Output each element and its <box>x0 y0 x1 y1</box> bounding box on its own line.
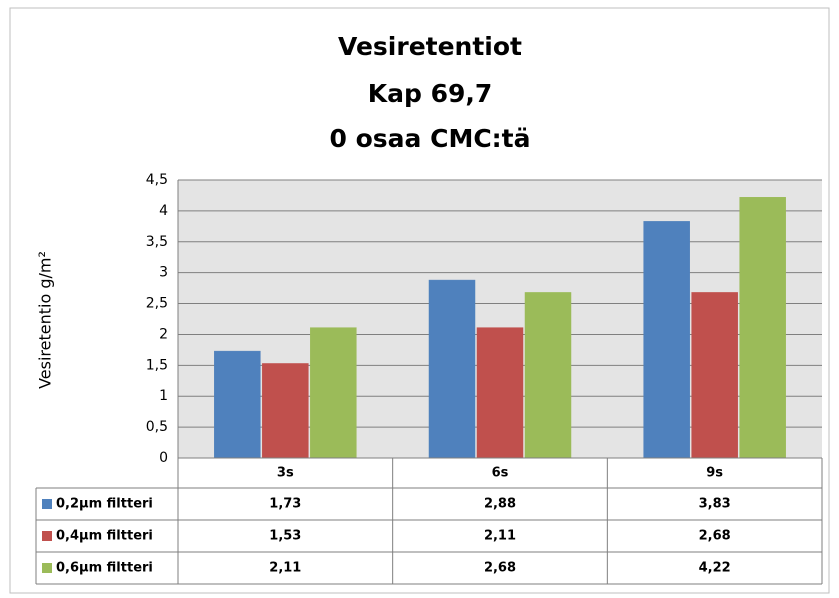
data-label: 4,22 <box>699 561 731 576</box>
data-label: 3,83 <box>699 497 731 512</box>
y-tick-label: 0 <box>159 450 168 466</box>
y-tick-label: 2 <box>159 326 168 342</box>
y-tick-label: 4,5 <box>146 172 168 188</box>
data-label: 1,73 <box>269 497 301 512</box>
legend-swatch <box>42 563 52 573</box>
y-tick-label: 3 <box>159 265 168 281</box>
y-tick-label: 1 <box>159 388 168 404</box>
legend-swatch <box>42 531 52 541</box>
chart-title: Kap 69,7 <box>368 79 493 108</box>
data-label: 2,88 <box>484 497 516 512</box>
legend-label: 0,6µm filtteri <box>56 561 153 576</box>
data-label: 2,11 <box>269 561 301 576</box>
y-tick-label: 1,5 <box>146 357 168 373</box>
chart-title: 0 osaa CMC:tä <box>330 124 531 153</box>
y-tick-label: 2,5 <box>146 296 168 312</box>
bar <box>524 292 572 459</box>
bar <box>214 350 261 459</box>
bar <box>643 221 690 459</box>
chart-title: Vesiretentiot <box>338 32 522 61</box>
legend-label: 0,2µm filtteri <box>56 497 153 512</box>
legend-swatch <box>42 499 52 509</box>
legend-label: 0,4µm filtteri <box>56 529 153 544</box>
bar <box>428 279 476 459</box>
bar <box>262 363 309 459</box>
x-tick-label: 6s <box>492 466 509 481</box>
bar <box>476 327 524 459</box>
data-label: 2,68 <box>699 529 731 544</box>
y-axis-label: Vesiretentio g/m² <box>36 251 55 389</box>
bar <box>310 327 357 459</box>
y-tick-label: 3,5 <box>146 234 168 250</box>
bar <box>739 197 786 459</box>
data-label: 2,68 <box>484 561 516 576</box>
data-label: 2,11 <box>484 529 516 544</box>
x-tick-label: 9s <box>706 466 723 481</box>
bar <box>691 292 738 459</box>
data-label: 1,53 <box>269 529 301 544</box>
y-tick-label: 4 <box>159 203 168 219</box>
x-tick-label: 3s <box>277 466 294 481</box>
y-tick-label: 0,5 <box>146 419 168 435</box>
